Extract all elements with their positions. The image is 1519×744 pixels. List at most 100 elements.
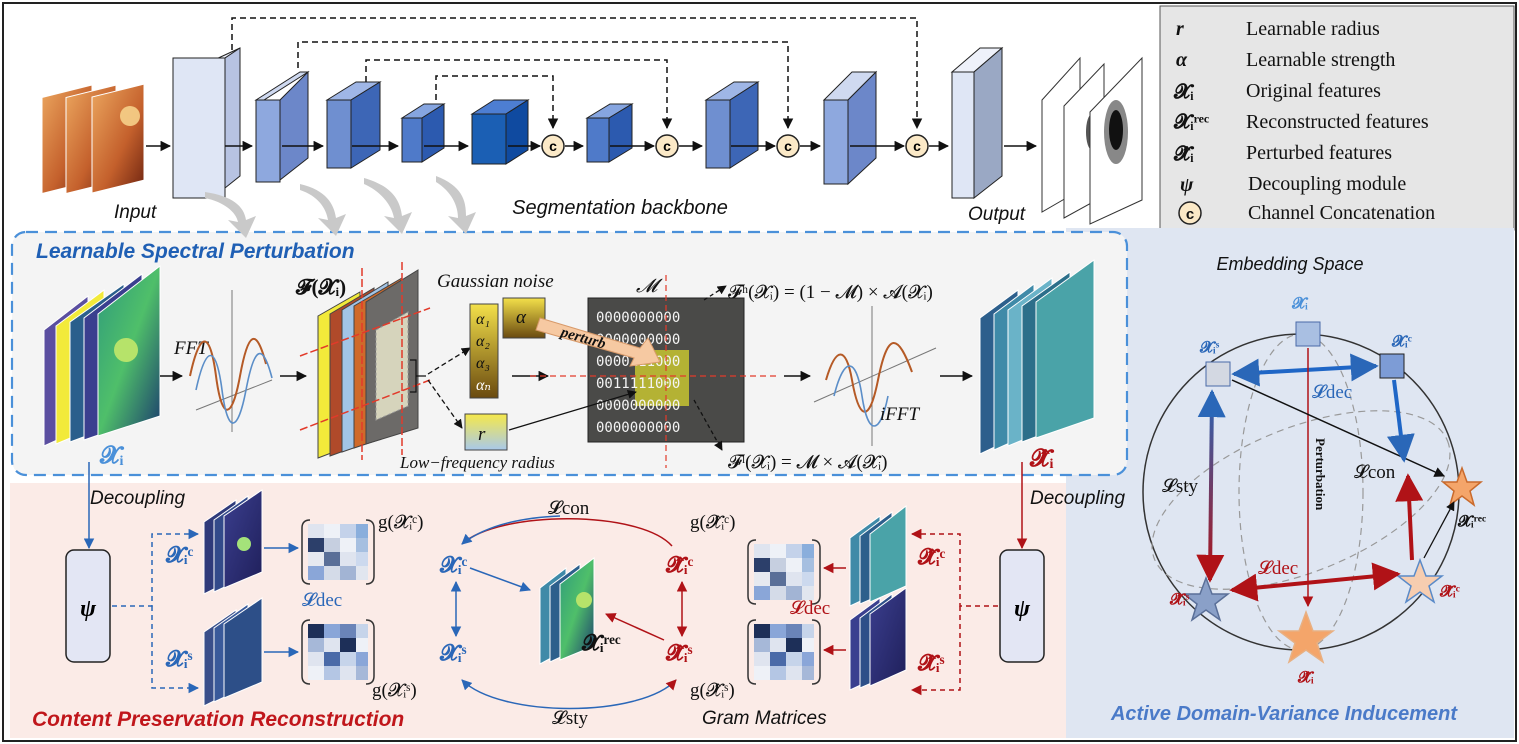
g-xc-left-label: g(𝓧ᵢᶜ) [378,512,423,533]
fxi-label: 𝓕(𝓧ᵢ) [295,275,346,299]
concat-node-3: c [776,134,800,158]
emb-ldec-bottom-arrow [1229,562,1401,602]
legend-text-xhat: Perturbed features [1246,142,1392,164]
emb-ldec-bottom-label: 𝓛dec [1258,558,1298,579]
output-mask-stack [1041,56,1143,225]
emb-lsty-arrow [1196,389,1226,583]
concat-node-2: c [655,134,679,158]
legend-text-x: Original features [1246,80,1381,102]
emb-xc-node [1379,353,1405,379]
ldec-right-label: 𝓛dec [790,598,830,619]
embedding-footer: Active Domain-Variance Inducement [1110,703,1458,725]
radius-box: r [464,413,508,451]
emb-ldec-top-arrow [1231,353,1379,387]
legend-symbol-xrec: 𝓧ᵢʳᵉᶜ [1173,111,1209,133]
emb-xhs-label: 𝓧̂ᵢˢ [1169,591,1190,608]
g-xs-left-label: g(𝓧ᵢˢ) [372,680,417,701]
xhc-center-label: 𝓧̂ᵢᶜ [665,552,694,577]
perturbed-feature-stack [979,259,1095,455]
emb-lcon-label: 𝓛con [1354,462,1396,483]
svg-text:α: α [516,307,527,328]
emb-xrec-label: 𝓧ᵢʳᵉᶜ [1457,513,1486,530]
lcon-center-label: 𝓛con [548,498,590,519]
emb-lcon-arrow [1386,379,1415,463]
svg-text:c: c [784,138,792,154]
content-feature-stack-left [203,489,263,595]
style-feature-stack-right [849,587,907,691]
svg-text:ψ: ψ [1014,596,1031,622]
legend-symbol-concat: c [1186,206,1194,223]
svg-text:0000000000: 0000000000 [596,420,680,436]
emb-ldec-top-label: 𝓛dec [1312,382,1352,403]
gram-matrices-label: Gram Matrices [702,708,827,729]
embedding-panel [1066,228,1514,738]
encoder-block-1 [172,47,241,199]
legend-symbol-r: r [1176,18,1184,40]
reconstruction-title: Content Preservation Reconstruction [32,708,404,731]
lsty-center-label: 𝓛sty [552,708,588,729]
emb-xhc-star [1395,557,1445,604]
feature-extract-arrows [205,176,476,238]
psi-right-branches [910,528,998,696]
svg-text:c: c [663,138,671,154]
mask-matrix: 0000000000 0000000000 0000111000 0011111… [530,275,780,468]
input-feature-stack [43,264,161,447]
svg-text:0000000000: 0000000000 [596,310,680,326]
embedding-title: Embedding Space [1216,254,1363,274]
encoder-block-3 [325,81,382,169]
svg-text:αₙ: αₙ [476,377,491,394]
encoder-block-2 [254,70,310,183]
svg-text:c: c [913,138,921,154]
legend-symbol-xhat: 𝓧̂ᵢ [1173,143,1195,165]
legend-text-alpha: Learnable strength [1246,49,1395,71]
xc-center-label: 𝓧ᵢᶜ [439,552,468,577]
emb-xhat-label: 𝓧̂ᵢ [1297,669,1315,686]
reconstructed-feature-stack [539,556,595,665]
g-xhc-right-label: g(𝓧̂ᵢᶜ) [690,512,735,533]
output-label: Output [968,204,1026,225]
xrec-center-label: 𝓧ᵢʳᵉᶜ [581,630,621,655]
xi-label: 𝓧ᵢ [99,443,125,469]
svg-text:c: c [549,138,557,154]
ifft-label: iFFT [880,404,920,425]
g-xhs-right-label: g(𝓧̂ᵢˢ) [690,680,735,701]
xs-left-label: 𝓧ᵢˢ [165,646,193,671]
frequency-spectrum-stack [299,262,431,460]
emb-xs-label: 𝓧ᵢˢ [1199,339,1220,356]
xhc-right-label: 𝓧̂ᵢᶜ [917,544,946,569]
content-feature-stack-right [849,504,907,607]
fl-formula: 𝓕ˡ(𝓧ᵢ) = 𝓜 × 𝓐(𝓧ᵢ) [728,452,887,473]
decoder-block-4 [950,46,1004,200]
gram-matrix-style-right [747,619,821,685]
alpha-list: α₁ α₂ α₃ αₙ [469,303,499,399]
decoupling-right-label: Decoupling [1030,488,1125,509]
emb-xi-node [1295,321,1321,347]
gram-matrix-content-left [301,519,375,585]
xhat-label: 𝓧̂ᵢ [1029,446,1055,472]
gram-matrix-style-left [301,619,375,685]
decoder-block-1 [585,103,634,163]
emb-xhc-to-rec-arrow [1423,501,1455,559]
svg-text:ψ: ψ [80,596,97,622]
input-label: Input [114,202,157,223]
xc-left-label: 𝓧ᵢᶜ [165,542,194,567]
xs-center-label: 𝓧ᵢˢ [439,640,467,665]
legend-text-concat: Channel Concatenation [1248,202,1435,224]
bottleneck-block [470,99,530,165]
skip-connections [231,17,923,130]
xhs-center-label: 𝓧̂ᵢˢ [665,640,693,665]
emb-xhat-star [1276,609,1336,664]
emb-lsty-label: 𝓛sty [1162,476,1198,497]
emb-xhs-star [1181,575,1231,622]
emb-xs-node [1205,361,1231,387]
emb-xi-label: 𝓧ᵢ [1291,295,1309,312]
perturbation-title: Learnable Spectral Perturbation [36,240,355,263]
concat-node-1: c [541,134,565,158]
decoupling-left-label: Decoupling [90,488,185,509]
emb-xc-label: 𝓧ᵢᶜ [1391,333,1412,350]
mask-label: 𝓜 [636,276,663,297]
perturbation-panel [10,230,1129,477]
psi-module-right: ψ [999,549,1045,663]
reconstruction-panel [10,483,1066,738]
